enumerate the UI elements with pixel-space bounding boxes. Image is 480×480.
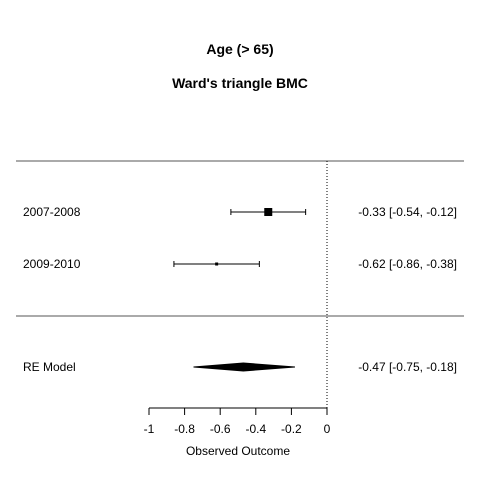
pooled-diamond [193,362,295,372]
study-label: 2009-2010 [23,257,81,271]
x-axis-ticks: -1 -0.8 -0.6 -0.4 -0.2 0 [144,408,331,436]
point-estimate [215,262,219,266]
study-summary-text: -0.62 [-0.86, -0.38] [358,257,457,271]
pooled-label: RE Model [23,360,76,374]
study-row: 2007-2008 -0.33 [-0.54, -0.12] [23,205,457,219]
x-tick-label: -0.2 [281,422,302,436]
study-summary-text: -0.33 [-0.54, -0.12] [358,205,457,219]
point-estimate [264,208,273,216]
x-tick-label: -0.4 [245,422,266,436]
x-tick-label: -0.6 [210,422,231,436]
chart-subtitle: Ward's triangle BMC [172,75,308,91]
x-tick-label: -1 [144,422,155,436]
x-tick-label: -0.8 [174,422,195,436]
plot-marks: 2007-2008 -0.33 [-0.54, -0.12] 2009-2010 -0… [23,205,457,374]
pooled-row: RE Model -0.47 [-0.75, -0.18] [23,360,457,374]
study-row: 2009-2010 -0.62 [-0.86, -0.38] [23,257,457,271]
x-tick-label: 0 [324,422,331,436]
chart-title: Age (> 65) [206,41,273,57]
pooled-summary-text: -0.47 [-0.75, -0.18] [358,360,457,374]
x-axis-label: Observed Outcome [186,444,290,458]
study-label: 2007-2008 [23,205,81,219]
